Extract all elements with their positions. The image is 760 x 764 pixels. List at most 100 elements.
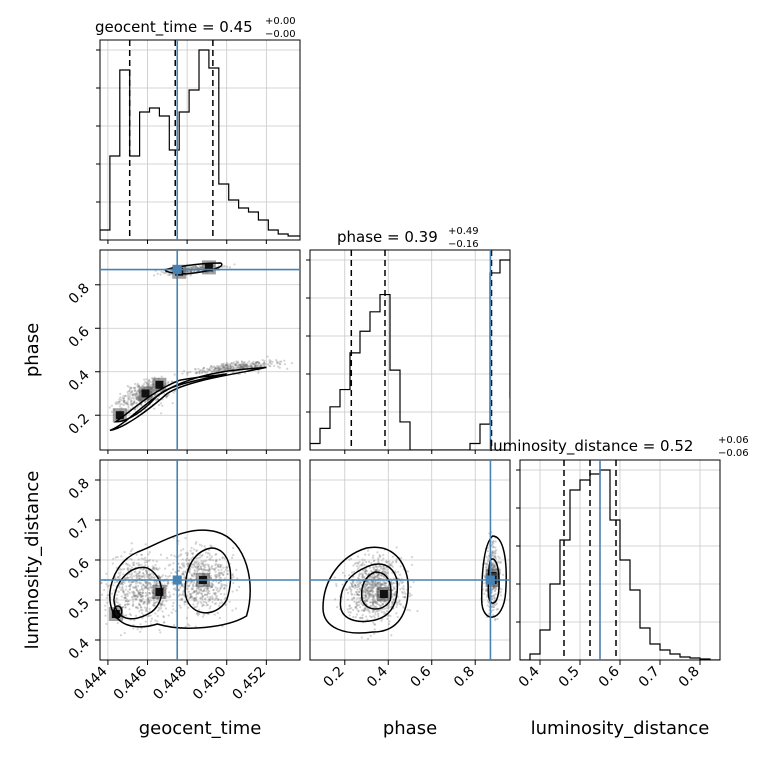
- sample-point: [239, 366, 242, 369]
- sample-point: [385, 572, 388, 575]
- sample-point: [393, 587, 396, 590]
- sample-point: [132, 575, 136, 578]
- sample-point: [365, 615, 368, 618]
- sample-point: [122, 573, 125, 576]
- sample-point: [226, 367, 230, 370]
- sample-point: [375, 575, 378, 578]
- sample-point: [494, 619, 497, 622]
- sample-point: [228, 266, 232, 269]
- sample-point: [133, 594, 136, 597]
- sample-point: [367, 581, 370, 584]
- sample-point: [173, 554, 176, 557]
- sample-point: [198, 590, 201, 593]
- sample-point: [169, 594, 172, 597]
- sample-point: [406, 608, 409, 611]
- sample-point: [146, 587, 149, 590]
- sample-point: [358, 582, 361, 586]
- sample-point: [103, 588, 106, 592]
- sample-point: [252, 363, 255, 366]
- sample-point: [197, 586, 200, 590]
- sample-point: [398, 599, 401, 602]
- sample-point: [123, 395, 126, 398]
- sample-point: [398, 602, 401, 605]
- sample-point: [373, 582, 377, 585]
- sample-point: [396, 603, 399, 606]
- sample-point: [123, 550, 126, 554]
- x-tick-label-geocent_time: 0.452: [230, 664, 270, 704]
- sample-point: [365, 583, 368, 586]
- sample-point: [216, 573, 219, 576]
- sample-point: [181, 584, 184, 587]
- sample-point: [161, 602, 164, 605]
- sample-point: [136, 595, 139, 599]
- sample-point: [369, 590, 372, 593]
- sample-point: [118, 603, 121, 606]
- sample-point: [231, 573, 234, 576]
- sample-point: [373, 576, 376, 580]
- sample-point: [224, 568, 227, 571]
- sample-point: [214, 594, 217, 597]
- sample-point: [110, 410, 114, 413]
- sample-point: [258, 362, 261, 365]
- sample-point: [137, 592, 140, 596]
- sample-point: [143, 401, 146, 404]
- sample-point: [493, 565, 497, 568]
- truth-marker: [172, 265, 182, 275]
- sample-point: [125, 598, 128, 601]
- sample-point: [256, 365, 259, 368]
- sample-point: [144, 569, 148, 572]
- sample-point: [199, 566, 202, 570]
- sample-point: [241, 366, 244, 369]
- sample-point: [217, 564, 220, 567]
- sample-point: [408, 595, 411, 598]
- sample-point: [400, 590, 404, 594]
- sample-point: [142, 602, 145, 605]
- sample-point: [174, 587, 177, 590]
- sample-point: [222, 566, 225, 569]
- sample-point: [126, 568, 129, 571]
- sample-point: [139, 591, 142, 594]
- sample-point: [113, 581, 116, 584]
- sample-point: [252, 360, 255, 364]
- sample-point: [125, 563, 129, 566]
- sample-point: [196, 566, 199, 569]
- sample-point: [136, 581, 139, 584]
- sample-point: [150, 575, 153, 578]
- sample-point: [178, 569, 181, 572]
- sample-point: [199, 266, 202, 269]
- density-peak: [155, 380, 164, 389]
- sample-point: [371, 582, 374, 585]
- sample-point: [193, 598, 196, 601]
- sample-point: [263, 359, 266, 362]
- sample-point: [233, 263, 236, 266]
- sample-point: [160, 270, 163, 273]
- sample-point: [152, 576, 155, 580]
- sample-point: [490, 590, 494, 594]
- sample-point: [213, 365, 216, 368]
- sample-point: [370, 595, 373, 598]
- sample-point: [393, 592, 396, 595]
- sample-point: [128, 386, 131, 389]
- sample-point: [136, 395, 140, 398]
- sample-point: [358, 590, 361, 594]
- sample-point: [358, 590, 361, 593]
- sample-point: [186, 373, 189, 376]
- sample-point: [236, 365, 240, 368]
- sample-point: [486, 595, 489, 599]
- sample-point: [391, 555, 395, 558]
- sample-point: [125, 614, 128, 617]
- sample-point: [189, 370, 192, 374]
- sample-point: [385, 560, 388, 563]
- sample-point: [184, 625, 187, 628]
- sample-point: [158, 576, 162, 579]
- sample-point: [144, 556, 147, 559]
- sample-point: [381, 602, 385, 606]
- sample-point: [492, 614, 495, 617]
- sample-point: [190, 565, 193, 568]
- sample-point: [160, 575, 163, 578]
- sample-point: [200, 596, 204, 600]
- sample-point: [355, 601, 359, 605]
- sample-point: [363, 596, 367, 599]
- sample-point: [369, 583, 372, 586]
- sample-point: [185, 562, 189, 566]
